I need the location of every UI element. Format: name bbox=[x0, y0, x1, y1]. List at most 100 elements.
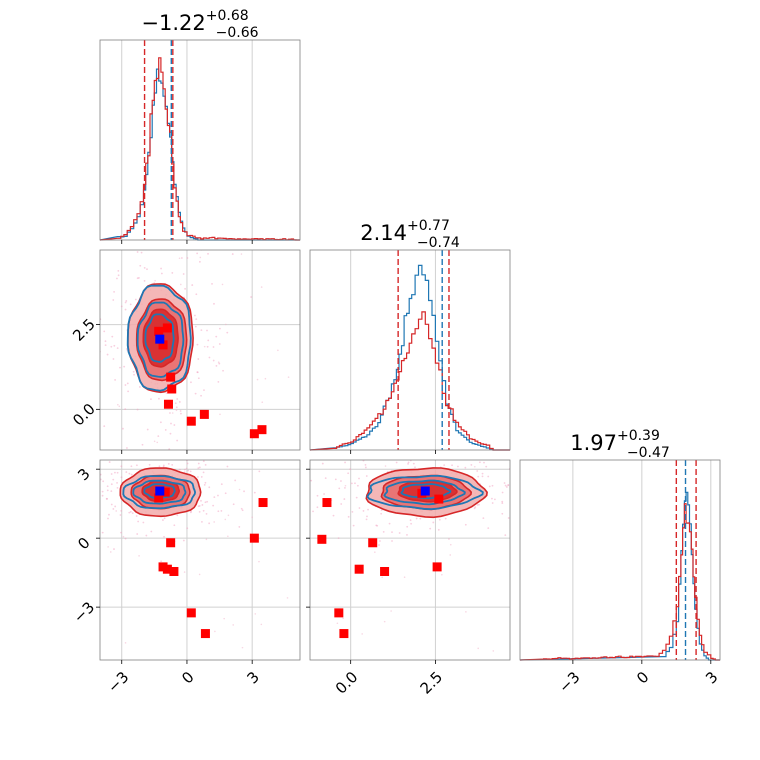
sample-dot bbox=[159, 421, 162, 424]
sample-dot bbox=[124, 308, 127, 311]
sample-dot bbox=[173, 524, 176, 527]
sample-dot bbox=[158, 546, 160, 548]
sample-dot bbox=[337, 537, 340, 540]
joint-param2-param3-panel bbox=[306, 447, 565, 664]
sample-dot bbox=[213, 302, 215, 305]
sample-dot bbox=[344, 484, 347, 487]
sample-dot bbox=[332, 514, 335, 517]
sample-dot bbox=[530, 509, 532, 511]
y-tick-label: 3 bbox=[74, 465, 93, 484]
sample-dot bbox=[518, 458, 520, 460]
sample-dot bbox=[219, 327, 221, 330]
sample-dot bbox=[136, 533, 139, 535]
sample-dot bbox=[367, 508, 369, 511]
sample-dot bbox=[323, 493, 325, 495]
sample-dot bbox=[415, 517, 418, 520]
sample-dot bbox=[261, 401, 264, 403]
sample-dot bbox=[110, 345, 113, 348]
sample-dot bbox=[563, 504, 565, 506]
sample-dot bbox=[116, 481, 118, 484]
sample-dot bbox=[483, 461, 485, 464]
sample-dot bbox=[122, 535, 125, 538]
sample-dot bbox=[120, 476, 123, 479]
sample-dot bbox=[87, 510, 89, 512]
sample-dot bbox=[462, 447, 464, 449]
sample-dot bbox=[414, 458, 416, 460]
sample-dot bbox=[205, 538, 208, 541]
sample-dot bbox=[234, 479, 237, 482]
sample-dot bbox=[477, 475, 480, 478]
sample-dot bbox=[224, 518, 227, 521]
sample-dot bbox=[227, 535, 229, 538]
sample-dot bbox=[501, 491, 504, 494]
sample-dot bbox=[119, 366, 121, 369]
sample-dot bbox=[443, 464, 446, 467]
sample-dot bbox=[223, 617, 225, 620]
sample-dot bbox=[71, 490, 73, 492]
sample-dot bbox=[160, 267, 162, 270]
sample-dot bbox=[254, 613, 257, 615]
sample-dot bbox=[190, 381, 192, 384]
sample-dot bbox=[470, 464, 473, 466]
data-point-red bbox=[158, 340, 168, 350]
sample-dot bbox=[456, 451, 458, 453]
sample-dot bbox=[180, 412, 182, 415]
sample-dot bbox=[162, 464, 165, 467]
sample-dot bbox=[136, 408, 139, 411]
sample-dot bbox=[212, 504, 215, 507]
sample-dot bbox=[171, 412, 174, 414]
sample-dot bbox=[116, 277, 118, 280]
sample-dot bbox=[219, 413, 221, 416]
sample-dot bbox=[358, 507, 361, 509]
sample-dot bbox=[336, 622, 339, 625]
sample-dot bbox=[409, 448, 411, 450]
sample-dot bbox=[342, 617, 344, 620]
sample-dot bbox=[152, 457, 154, 459]
sample-dot bbox=[133, 373, 135, 376]
sample-dot bbox=[183, 571, 186, 573]
panel-frame bbox=[519, 459, 721, 661]
sample-dot bbox=[438, 518, 441, 521]
sample-dot bbox=[409, 519, 412, 522]
sample-dot bbox=[365, 475, 368, 477]
sample-dot bbox=[316, 506, 319, 509]
data-point-red bbox=[163, 399, 173, 409]
panel-frame bbox=[309, 249, 511, 451]
sample-dot bbox=[222, 369, 224, 372]
sample-dot bbox=[208, 522, 211, 525]
sample-dot bbox=[169, 412, 171, 414]
sample-dot bbox=[395, 461, 398, 464]
sample-dot bbox=[208, 486, 211, 489]
sample-dot bbox=[432, 521, 435, 524]
histogram-series-blue bbox=[99, 68, 300, 241]
sample-dot bbox=[217, 361, 220, 364]
x-tick-label: 2.5 bbox=[417, 668, 447, 698]
sample-dot bbox=[109, 551, 112, 553]
histogram-series-red bbox=[99, 57, 300, 241]
sample-dot bbox=[380, 512, 383, 515]
sample-dot bbox=[112, 478, 115, 481]
sample-dot bbox=[110, 503, 113, 506]
sample-dot bbox=[391, 531, 393, 534]
sample-dot bbox=[356, 484, 359, 487]
sample-dot bbox=[243, 490, 245, 493]
x-tick-label: 0.0 bbox=[332, 668, 362, 698]
sample-dot bbox=[120, 305, 123, 308]
sample-dot bbox=[492, 650, 495, 652]
sample-dot bbox=[201, 521, 203, 523]
data-point-red bbox=[166, 538, 176, 548]
sample-dot bbox=[218, 362, 221, 365]
sample-dot bbox=[260, 286, 263, 288]
data-point-red bbox=[334, 608, 344, 618]
sample-dot bbox=[158, 465, 161, 468]
sample-dot bbox=[140, 251, 143, 254]
sample-dot bbox=[321, 462, 324, 465]
sample-dot bbox=[180, 257, 183, 259]
sample-dot bbox=[258, 560, 260, 563]
sample-dot bbox=[198, 466, 201, 469]
data-point-red bbox=[258, 498, 268, 508]
sample-dot bbox=[250, 296, 253, 298]
sample-dot bbox=[146, 268, 148, 271]
sample-dot bbox=[134, 298, 137, 301]
sample-dot bbox=[464, 466, 467, 469]
